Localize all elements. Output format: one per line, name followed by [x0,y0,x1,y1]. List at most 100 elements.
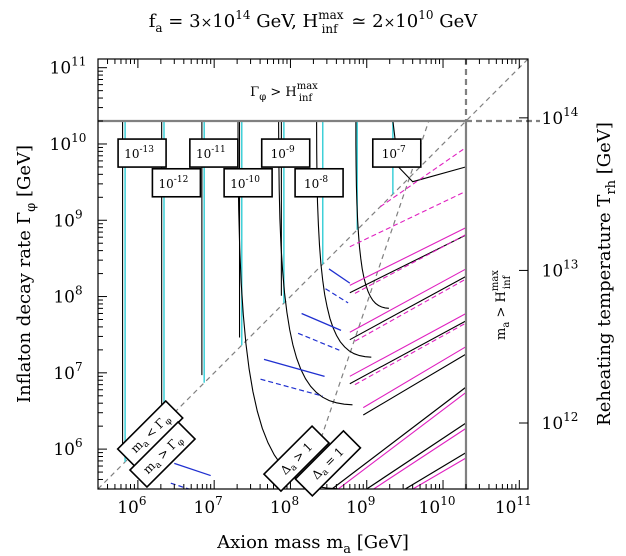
blue-dashed-1 [260,378,324,397]
contour-label-box-5 [294,167,344,198]
x-tick-label-0-exp: 6 [139,494,147,508]
x-tick-label-1-base: 10 [194,498,216,518]
y-tick-label-1: 107 [53,360,82,384]
title-fa-unit: GeV, [250,11,302,32]
y2-tick-label-0-exp: 12 [563,410,578,424]
contour-label-exp: -13 [139,145,154,155]
blue-segment-1 [263,358,325,377]
contour-label-base: 10 [230,177,245,191]
y-tick-label-4: 1010 [50,131,87,155]
x-tick-label-5-exp: 11 [516,494,531,508]
y2-tick-label-2-exp: 14 [563,105,579,119]
blue-dashed-3 [325,288,349,304]
black-line-0 [349,234,467,294]
y2-tick-label-0-base: 10 [542,414,564,434]
diagonal-label-box-d1 [262,424,331,493]
y2-tick-label-1-base: 10 [542,261,564,281]
y2-tick-label-0: 1012 [542,410,579,434]
title-h-times: × [384,15,396,31]
x-tick-label-4: 1010 [419,494,456,518]
y2-tick-label-1-exp: 13 [563,257,578,271]
x-axis-label: Axion mass ma [GeV] [216,532,409,556]
contour-label-base: 10 [271,147,286,161]
blue-segment-3 [328,268,351,284]
contour-label-box-6 [371,138,422,168]
black-line-2 [349,320,467,385]
contour-label-box-1 [151,167,202,198]
diagonal-label-box-gt [128,420,197,489]
ylabel-sub: φ [24,203,39,212]
x-tick-label-4-base: 10 [419,498,441,518]
contour-label-box-4 [260,138,311,168]
contour-label-base: 10 [159,177,174,191]
title-h-sup: max [318,8,344,22]
contour-label-exp: -10 [246,175,261,185]
y-tick-label-2: 108 [53,284,82,308]
y-tick-label-4-base: 10 [50,135,72,155]
title-h-rel: ≃ 2 [346,11,384,32]
ylabel-unit: [GeV] [14,145,35,203]
black-diag-1 [366,422,467,489]
black-diag-2 [404,452,467,489]
diagonal-label-box-d2 [294,429,362,498]
title-h-sym: H [303,11,319,32]
y-tick-label-0-exp: 6 [75,436,83,450]
y-tick-label-2-base: 10 [53,288,75,308]
black-line-3 [362,353,467,416]
title-h-base: 10 [395,11,418,32]
x-tick-label-5-base: 10 [495,498,517,518]
x-tick-label-5: 1011 [495,494,532,518]
magenta-line-1 [349,268,467,333]
y-tick-label-1-base: 10 [53,364,75,384]
label-ma-sup: max [490,270,501,291]
x-tick-label-1: 107 [194,494,223,518]
y-tick-label-2-exp: 8 [75,284,83,298]
chart-title: fa = 3×1014 GeV, Hmax inf ≃ 2×1010 GeV [149,8,478,36]
contour-label-2: 10-11 [196,145,226,161]
magenta-dashed-0 [349,190,467,248]
magenta-dashed-2 [354,278,467,342]
magenta-dashed-1 [354,234,467,294]
diag-sub2: φ [163,416,175,428]
x-tick-label-2-exp: 8 [291,494,299,508]
label-gamma-sub: φ [259,92,266,103]
contour-label-exp: -7 [397,145,406,155]
y-tick-label-1-exp: 7 [75,360,83,374]
label-gamma-sup: max [297,81,318,92]
diagonal-delta-eq-1 [303,120,430,489]
diag-sub2: φ [175,437,187,449]
contour-label-base: 10 [304,177,319,191]
contour-label-box-0 [117,138,167,168]
label-gamma-rel: > H [266,85,297,100]
diag-sub: a [289,462,300,473]
contour-label-box-2 [189,138,239,168]
x-tick-label-0: 106 [117,494,146,518]
contour-label-1: 10-12 [159,175,189,191]
x-tick-label-2-base: 10 [270,498,292,518]
label-ma-sub2: inf [502,274,513,289]
ticks: 106 107 108 109 1010 101110610710810910101011… [50,55,579,518]
xlabel-main: Axion mass m [216,532,343,553]
contour-label-0: 10-13 [124,145,154,161]
xlabel-sub: a [343,542,351,556]
title-h-sub: inf [322,22,340,36]
title-fa-exp: 14 [235,8,251,22]
black-diag-0 [331,386,467,489]
black-u-contour-3 [355,121,389,309]
contour-label-6: 10-7 [382,145,406,161]
y2-axis-label: Reheating temperature Trh [GeV] [594,122,619,426]
magenta-line-3 [362,346,467,409]
x-tick-label-3-base: 10 [346,498,368,518]
diag-sub: a [320,467,331,478]
contour-label-base: 10 [124,147,139,161]
black-u-contour-1 [278,120,353,406]
magenta-line-0 [349,227,467,286]
y2label-main: Reheating temperature T [594,195,615,426]
diagonal-label-gt: ma > Γφ [128,420,197,489]
x-tick-label-1-exp: 7 [215,494,223,508]
plot-area [98,59,528,489]
y2label-unit: [GeV] [594,122,615,180]
xlabel-unit: [GeV] [351,532,409,553]
